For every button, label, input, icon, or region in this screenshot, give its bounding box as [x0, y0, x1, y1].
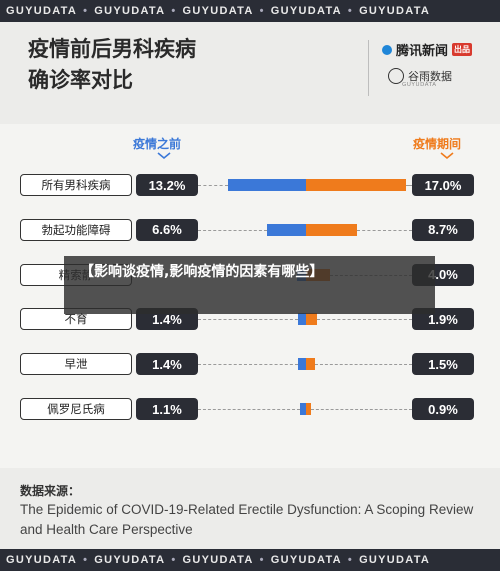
category-label: 早泄: [20, 353, 132, 376]
watermark-text: GUYUDATA: [6, 554, 78, 566]
title-line-2: 确诊率对比: [28, 68, 133, 92]
dashed-connector-right: [311, 409, 412, 410]
category-label: 所有男科疾病: [20, 174, 132, 196]
watermark-text: GUYUDATA: [270, 5, 342, 17]
chart-title: 疫情前后男科疾病 确诊率对比: [28, 34, 288, 96]
guyu-seal-icon: [388, 68, 404, 84]
source-label: 数据来源：: [20, 484, 81, 498]
dashed-connector-right: [314, 364, 412, 366]
value-label-before: 6.6%: [136, 218, 198, 241]
guyu-logo-subtext: GUYUDATA: [402, 82, 437, 88]
bar-before: [299, 403, 306, 415]
bar-before: [267, 223, 306, 236]
source-section: [0, 468, 500, 549]
bar-during: [306, 403, 312, 415]
value-label-before: 1.4%: [136, 353, 198, 376]
dashed-connector-right: [406, 185, 412, 186]
tencent-logo-badge: 出品: [452, 43, 473, 56]
watermark-separator: •: [83, 554, 89, 566]
watermark-separator: •: [171, 554, 177, 566]
category-label: 佩罗尼氏病: [20, 398, 132, 420]
watermark-text: GUYUDATA: [359, 5, 431, 17]
value-label-during: 1.5%: [412, 353, 474, 376]
legend-before: 疫情之前: [133, 137, 182, 151]
title-line-1: 疫情前后男科疾病: [28, 37, 196, 61]
watermark-text: GUYUDATA: [182, 5, 254, 17]
tencent-news-logo: 腾讯新闻 出品: [382, 40, 473, 59]
dashed-connector-right: [357, 229, 412, 231]
watermark-text: GUYUDATA: [359, 554, 431, 566]
watermark-band-top: GUYUDATA • GUYUDATA • GUYUDATA • GUYUDATA • GUYU…: [0, 0, 500, 22]
dashed-connector-left: [198, 364, 298, 366]
header-divider: [368, 40, 369, 96]
watermark-separator: •: [83, 5, 89, 17]
legend-during: 疫情期间: [413, 137, 462, 151]
watermark-text: GUYUDATA: [182, 554, 254, 566]
value-label-during: 8.7%: [412, 218, 474, 241]
source-text: The Epidemic of COVID-19-Related Erectil…: [20, 502, 474, 537]
dashed-connector-left: [198, 319, 298, 321]
header: [0, 22, 500, 124]
watermark-separator: •: [171, 5, 177, 17]
watermark-separator: •: [259, 5, 265, 17]
dashed-connector-right: [317, 319, 412, 321]
watermark-text: GUYUDATA: [6, 5, 78, 17]
bar-before: [228, 179, 306, 191]
dashed-connector-left: [198, 185, 229, 186]
tencent-logo-icon: [382, 44, 392, 55]
watermark-separator: •: [347, 5, 354, 17]
dashed-connector-left: [198, 409, 300, 410]
dashed-connector-left: [198, 229, 268, 231]
watermark-text: GUYUDATA: [270, 554, 342, 566]
bar-during: [306, 313, 318, 326]
bar-during: [306, 179, 407, 191]
category-label: 勃起功能障碍: [20, 218, 132, 241]
watermark-text: GUYUDATA: [94, 554, 166, 566]
value-label-before: 1.1%: [136, 398, 198, 420]
watermark-separator: •: [259, 554, 265, 566]
tencent-logo-text: 腾讯新闻: [396, 44, 449, 59]
bar-before: [297, 313, 306, 326]
bar-during: [306, 358, 315, 371]
value-label-during: 0.9%: [412, 398, 474, 420]
overlay-banner: 【影响谈疫情,影响疫情的因素有哪些】: [64, 256, 435, 314]
bar-before: [297, 358, 306, 371]
watermark-separator: •: [347, 554, 354, 566]
guyu-logo-text: 谷雨数据: [408, 70, 452, 83]
value-label-during: 17.0%: [412, 174, 474, 196]
watermark-band-bottom: GUYUDATA • GUYUDATA • GUYUDATA • GUYUDATA • GUYU…: [0, 549, 500, 571]
guyu-data-logo: 谷雨数据: [388, 68, 452, 84]
watermark-text: GUYUDATA: [94, 5, 166, 17]
value-label-before: 13.2%: [136, 174, 198, 196]
bar-during: [306, 223, 358, 236]
